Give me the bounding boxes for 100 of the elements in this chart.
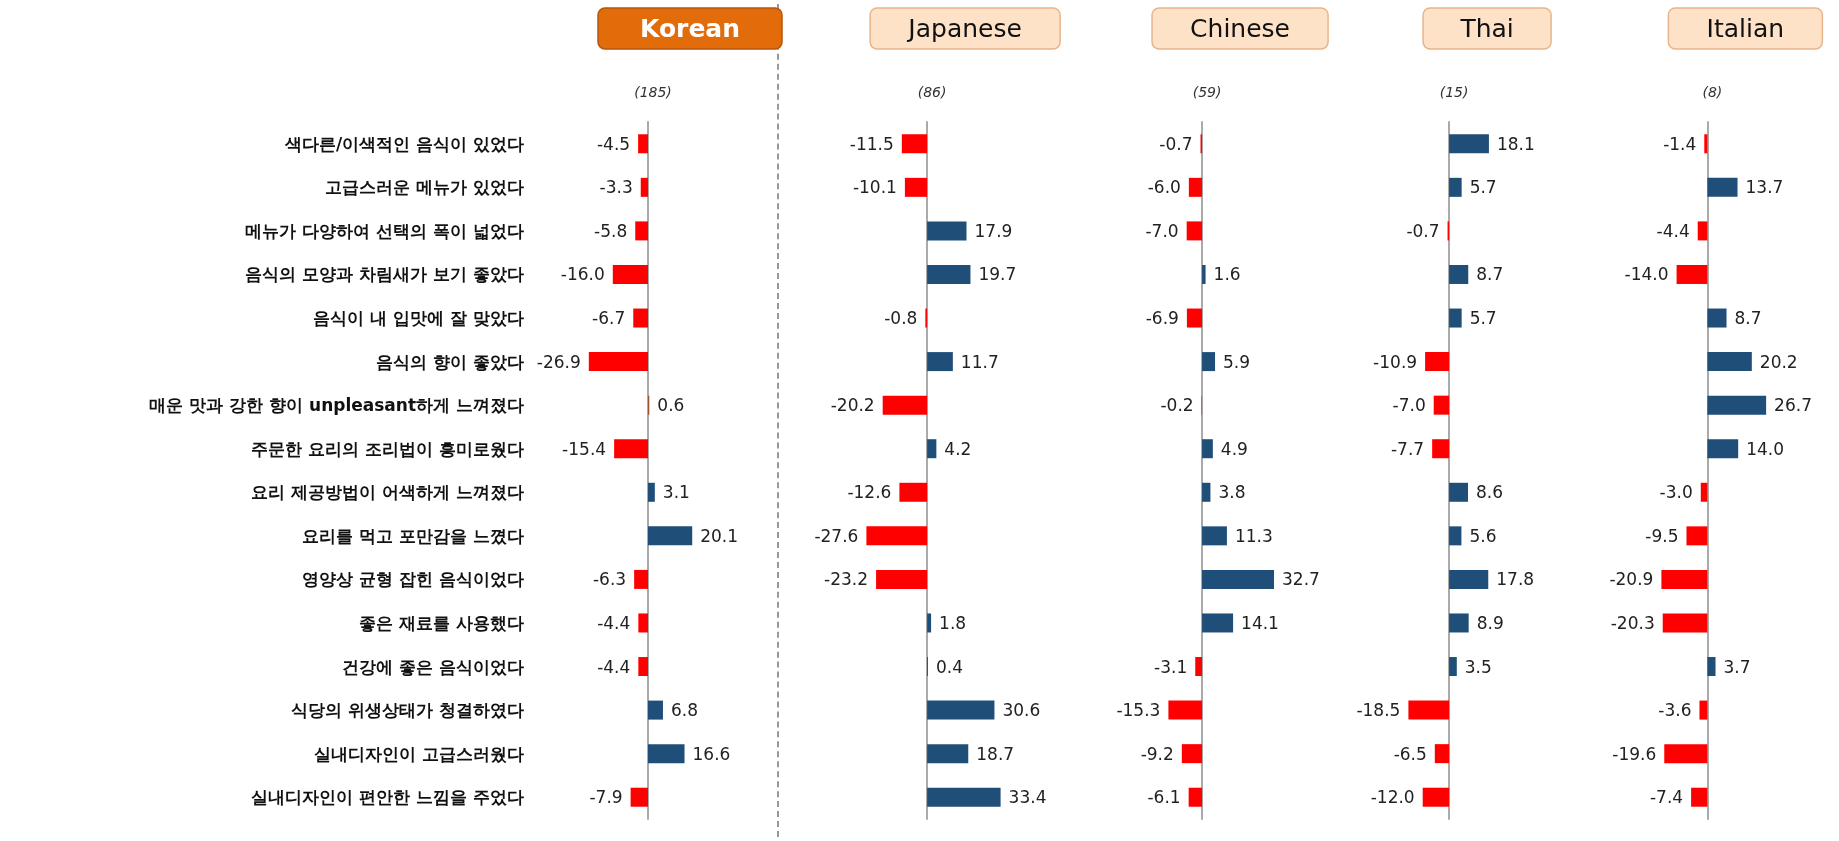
data-label: 8.7	[1476, 264, 1504, 285]
data-label: -9.2	[1140, 743, 1174, 764]
data-label: -6.3	[592, 569, 627, 590]
data-label: -6.0	[1147, 177, 1181, 198]
data-label: 30.6	[1002, 700, 1041, 721]
bar	[1706, 657, 1716, 677]
data-label: -19.6	[1611, 743, 1656, 764]
bar	[1202, 352, 1215, 372]
y-tick-label: 색다른/이색적인 음식이 있었다	[283, 133, 524, 154]
bar	[1408, 700, 1449, 720]
data-label: 4.9	[1220, 438, 1248, 459]
y-tick-label: 식당의 위생상태가 청결하였다	[291, 700, 524, 721]
bar	[648, 744, 685, 764]
data-label: 5.7	[1469, 177, 1497, 198]
bar	[1686, 526, 1707, 546]
bar	[1186, 221, 1202, 241]
bar	[1699, 700, 1707, 720]
data-label: -6.1	[1147, 787, 1181, 808]
chart-title: Japanese	[906, 14, 1022, 43]
bar	[1697, 221, 1707, 241]
chart-subtitle: (185)	[634, 84, 672, 100]
chart-subtitle: (86)	[917, 84, 947, 100]
data-label: -6.5	[1393, 743, 1427, 764]
bar	[648, 700, 663, 720]
bar	[901, 134, 927, 154]
data-label: 18.7	[976, 743, 1014, 764]
data-label: 11.7	[960, 351, 999, 372]
data-label: 5.6	[1469, 525, 1497, 546]
data-label: 11.3	[1234, 525, 1273, 546]
data-label: -4.4	[597, 656, 631, 677]
bar	[1706, 439, 1738, 459]
bar	[640, 177, 648, 197]
data-label: -15.4	[562, 438, 607, 459]
data-label: -3.6	[1657, 700, 1692, 721]
bar	[927, 700, 995, 720]
data-label: 0.4	[935, 656, 963, 677]
bar	[1188, 787, 1202, 807]
bar	[927, 613, 931, 633]
bar	[634, 569, 648, 589]
bar	[638, 657, 648, 677]
data-label: -10.9	[1373, 351, 1418, 372]
data-label: 14.0	[1745, 438, 1784, 459]
bar	[1706, 308, 1727, 328]
data-label: -7.7	[1390, 438, 1425, 459]
data-label: 3.1	[662, 482, 690, 503]
data-label: -14.0	[1624, 264, 1669, 285]
y-tick-label: 고급스러운 메뉴가 있었다	[325, 177, 524, 198]
data-label: -10.1	[852, 177, 897, 198]
bar	[612, 264, 648, 284]
bar	[927, 787, 1001, 807]
data-label: -20.2	[830, 395, 875, 416]
bar	[1700, 482, 1707, 502]
bar	[1448, 134, 1489, 154]
chart-title: Chinese	[1190, 14, 1290, 43]
data-label: 0.6	[657, 395, 685, 416]
data-label: -15.3	[1116, 700, 1161, 721]
bar	[614, 439, 648, 459]
chart-title: Italian	[1706, 14, 1784, 43]
data-label: -7.9	[589, 787, 623, 808]
bar	[1703, 134, 1707, 154]
data-label: -23.2	[823, 569, 868, 590]
bar	[1448, 264, 1469, 284]
data-label: 3.8	[1218, 482, 1246, 503]
bar	[1202, 439, 1213, 459]
y-tick-label: 음식이 내 입맛에 잘 맞았다	[313, 308, 524, 329]
bar	[1663, 744, 1707, 764]
bar	[638, 134, 648, 154]
y-tick-label: 실내디자인이 고급스러웠다	[314, 743, 524, 764]
bar	[648, 482, 655, 502]
data-label: 3.7	[1723, 656, 1751, 677]
data-label: -18.5	[1356, 700, 1401, 721]
bar	[927, 439, 937, 459]
data-label: -7.4	[1649, 787, 1683, 808]
bar	[1676, 264, 1707, 284]
bar	[1202, 482, 1211, 502]
data-label: -11.5	[849, 133, 894, 154]
bar	[1706, 177, 1738, 197]
data-label: -12.6	[847, 482, 892, 503]
data-label: 33.4	[1008, 787, 1047, 808]
data-label: 8.7	[1734, 308, 1762, 329]
bar	[638, 613, 648, 633]
data-label: 8.6	[1475, 482, 1503, 503]
data-label: 20.1	[700, 525, 739, 546]
data-label: 19.7	[978, 264, 1017, 285]
chart-title: Thai	[1459, 14, 1514, 43]
bar	[1202, 569, 1274, 589]
y-tick-label: 건강에 좋은 음식이었다	[342, 656, 524, 677]
data-label: 5.7	[1469, 308, 1497, 329]
data-label: -4.4	[597, 612, 631, 633]
y-tick-label: 실내디자인이 편안한 느낌을 주었다	[251, 787, 524, 808]
data-label: -6.7	[592, 308, 626, 329]
bar	[1448, 308, 1462, 328]
data-label: -5.8	[594, 220, 628, 241]
data-label: -16.0	[560, 264, 605, 285]
data-label: -20.9	[1609, 569, 1654, 590]
bar	[1425, 352, 1449, 372]
bar	[1448, 657, 1457, 677]
bar	[927, 744, 969, 764]
bar	[635, 221, 648, 241]
data-label: 16.6	[692, 743, 731, 764]
